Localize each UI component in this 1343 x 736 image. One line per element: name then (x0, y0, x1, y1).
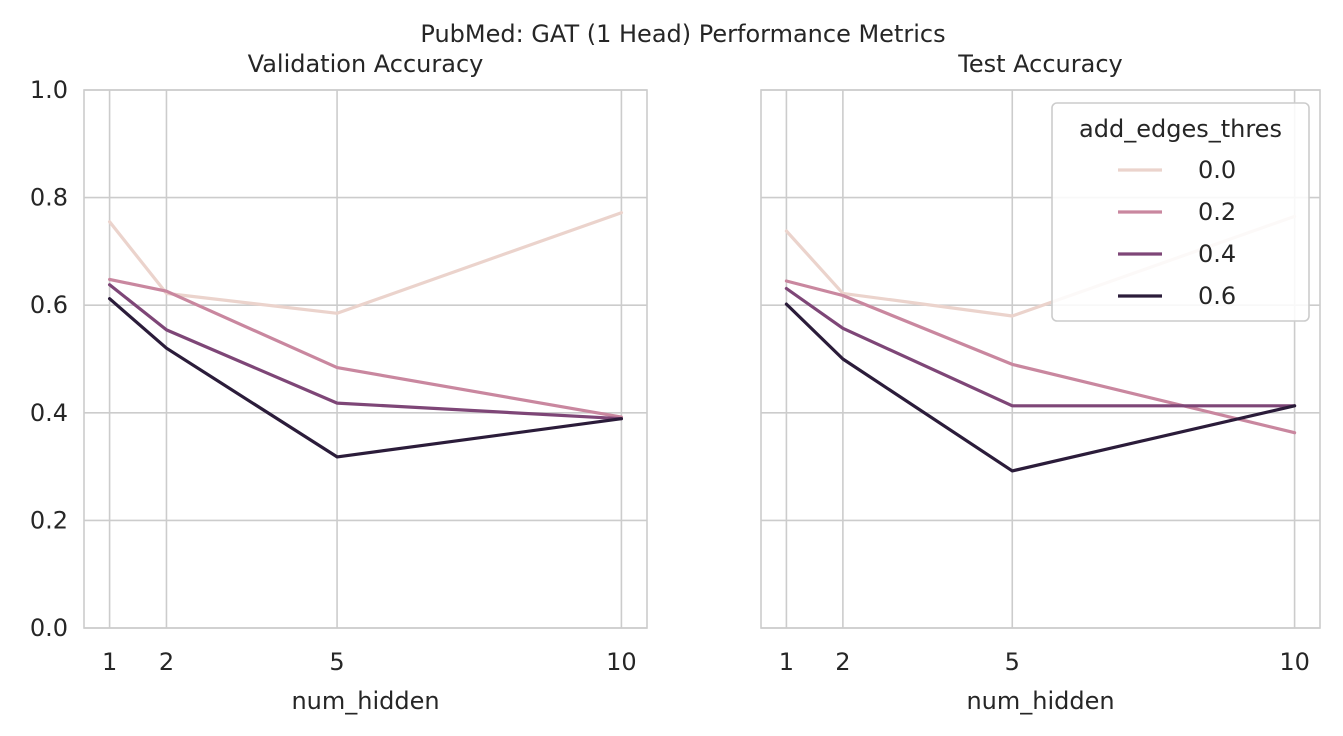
legend-entry-label: 0.6 (1198, 282, 1236, 310)
x-tick-label: 2 (159, 648, 174, 676)
series-line-0.4 (784, 286, 1297, 408)
legend-title: add_edges_thres (1079, 115, 1282, 143)
panel-title: Validation Accuracy (248, 50, 484, 78)
figure-suptitle: PubMed: GAT (1 Head) Performance Metrics (420, 20, 945, 48)
panel-title: Test Accuracy (957, 50, 1122, 78)
legend-box (1051, 102, 1310, 322)
y-tick-label: 1.0 (30, 76, 68, 104)
y-tick-label: 0.6 (30, 291, 68, 319)
series-line-0.4 (107, 283, 624, 421)
y-tick-label: 0.0 (30, 614, 68, 642)
series-line-0.0 (107, 211, 624, 315)
series-line-0.2 (107, 277, 624, 419)
legend: add_edges_thres 0.0 0.2 0.4 0.6 (1051, 102, 1310, 322)
x-tick-label: 5 (1005, 648, 1020, 676)
x-tick-label: 1 (779, 648, 794, 676)
series-line-0.6 (107, 297, 624, 459)
x-axis-label: num_hidden (966, 687, 1114, 715)
y-tick-label: 0.8 (30, 184, 68, 212)
y-tick-label: 0.2 (30, 506, 68, 534)
axes-frame (760, 89, 1321, 629)
y-tick-label: 0.4 (30, 399, 68, 427)
legend-entry-label: 0.4 (1198, 240, 1236, 268)
x-axis-label: num_hidden (291, 687, 439, 715)
x-tick-label: 10 (1279, 648, 1310, 676)
panels: 0.0 0.2 0.4 0.6 0.8 1.0 1 2 5 10 Validation Accura… (30, 50, 1321, 715)
series-line-0.2 (784, 279, 1297, 435)
x-tick-label: 5 (329, 648, 344, 676)
series-line-0.6 (784, 302, 1297, 473)
legend-entry-label: 0.0 (1198, 156, 1236, 184)
x-tick-label: 2 (835, 648, 850, 676)
x-tick-label: 1 (102, 648, 117, 676)
panel-validation: 0.0 0.2 0.4 0.6 0.8 1.0 1 2 5 10 Validation Accura… (30, 50, 648, 715)
legend-entry-label: 0.2 (1198, 198, 1236, 226)
x-tick-label: 10 (606, 648, 637, 676)
axes-frame (83, 89, 648, 629)
